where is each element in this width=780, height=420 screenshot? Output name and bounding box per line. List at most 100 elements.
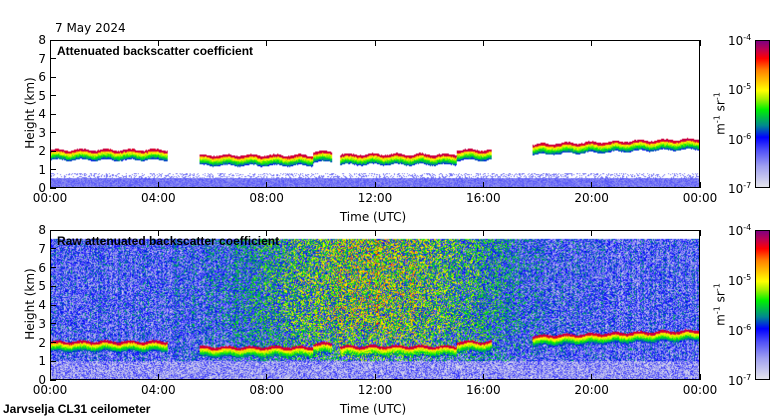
x-tick-mark	[374, 374, 376, 380]
unit-exp1: -1	[712, 306, 722, 315]
y-axis-label: Height (km)	[23, 77, 37, 149]
tick-exponent: -6	[743, 323, 752, 332]
x-tick-mark	[157, 374, 159, 380]
colorbar-tick-label: 10-6	[728, 132, 751, 147]
colorbar-tick-label: 10-4	[728, 223, 751, 238]
x-tick-mark	[266, 182, 268, 188]
x-tick-label: 04:00	[141, 191, 176, 205]
x-tick-mark-top	[374, 230, 376, 236]
y-tick-mark	[50, 267, 56, 268]
x-tick-label: 16:00	[466, 191, 501, 205]
heatmap-canvas	[51, 41, 699, 187]
y-tick-label: 6	[38, 70, 46, 84]
unit-m: m	[713, 314, 728, 326]
x-tick-mark-top	[157, 230, 159, 236]
x-tick-mark-top	[482, 230, 484, 236]
x-tick-mark-top	[49, 40, 51, 46]
x-tick-label: 12:00	[357, 383, 393, 397]
y-tick-label: 0	[38, 181, 46, 195]
x-tick-mark-top	[266, 40, 268, 46]
colorbar-tick-label: 10-4	[728, 33, 751, 48]
y-tick-label: 0	[38, 373, 46, 387]
y-tick-mark	[50, 229, 56, 231]
y-tick-mark	[50, 248, 56, 250]
tick-exponent: -7	[743, 373, 752, 382]
x-tick-mark	[482, 182, 484, 188]
colorbar-tick-label: 10-5	[728, 273, 751, 288]
x-tick-label: 08:00	[249, 191, 284, 205]
x-tick-label: 00:00	[32, 383, 68, 397]
y-tick-mark	[50, 39, 56, 41]
x-axis-label: Time (UTC)	[339, 402, 407, 416]
x-tick-mark	[591, 182, 593, 188]
y-tick-mark	[50, 342, 56, 343]
x-tick-mark-top	[49, 230, 51, 236]
colorbar-tick-label: 10-7	[728, 181, 751, 196]
y-tick-label: 4	[38, 107, 46, 121]
x-tick-mark-top	[699, 40, 701, 46]
x-tick-mark	[49, 374, 51, 380]
tick-base: 10	[728, 374, 744, 388]
y-tick-mark	[50, 58, 56, 59]
y-tick-label: 2	[38, 144, 46, 158]
date-label: 7 May 2024	[55, 21, 126, 35]
tick-base: 10	[728, 224, 744, 238]
tick-base: 10	[728, 324, 744, 338]
y-tick-label: 7	[38, 241, 46, 256]
tick-exponent: -5	[743, 82, 752, 92]
x-tick-label: 00:00	[682, 191, 718, 205]
x-tick-label: 20:00	[574, 383, 609, 397]
unit-exp1: -1	[712, 115, 722, 124]
y-tick-mark	[50, 132, 56, 133]
x-tick-mark-top	[482, 40, 484, 46]
tick-exponent: -4	[743, 223, 752, 232]
y-tick-mark	[50, 169, 56, 170]
tick-exponent: -5	[743, 273, 752, 282]
y-tick-mark	[50, 360, 56, 362]
plot-title: Attenuated backscatter coefficient	[57, 44, 254, 58]
x-axis-label: Time (UTC)	[339, 210, 407, 224]
tick-exponent: -6	[743, 131, 752, 141]
instrument-label: Jarvselja CL31 ceilometer	[3, 402, 151, 416]
x-tick-mark	[591, 374, 593, 380]
colorbar-unit-label: m-1 sr-1	[713, 275, 728, 335]
y-tick-label: 3	[38, 125, 46, 140]
tick-base: 10	[728, 83, 744, 98]
tick-base: 10	[728, 34, 744, 48]
tick-exponent: -7	[743, 181, 752, 190]
x-tick-mark	[266, 374, 268, 380]
x-tick-mark-top	[374, 40, 376, 46]
x-tick-mark	[699, 374, 701, 380]
x-tick-mark	[49, 182, 51, 188]
plot-title: Raw attenuated backscatter coefficient	[57, 234, 280, 248]
tick-base: 10	[728, 132, 744, 147]
x-tick-label: 00:00	[32, 191, 68, 205]
y-tick-label: 8	[38, 33, 46, 47]
y-tick-label: 6	[38, 260, 46, 275]
y-tick-label: 8	[38, 223, 46, 237]
unit-exp2: -1	[712, 92, 722, 101]
y-tick-label: 5	[38, 88, 46, 103]
heatmap-plot-1: Attenuated backscatter coefficient	[50, 40, 700, 188]
tick-base: 10	[728, 274, 744, 288]
x-tick-label: 12:00	[357, 191, 393, 205]
x-tick-mark-top	[157, 40, 159, 46]
x-tick-label: 08:00	[249, 383, 284, 397]
unit-exp2: -1	[712, 283, 722, 292]
x-tick-mark-top	[591, 40, 593, 46]
y-tick-mark	[50, 150, 56, 152]
colorbar-tick-label: 10-5	[728, 82, 751, 97]
x-tick-mark	[374, 182, 376, 188]
unit-sr: sr	[713, 100, 728, 116]
y-tick-label: 5	[38, 279, 46, 294]
colorbar-tick-label: 10-7	[728, 373, 751, 388]
y-tick-mark	[50, 379, 56, 381]
y-tick-label: 2	[38, 335, 46, 350]
colorbar	[755, 40, 770, 188]
heatmap-plot-2: Raw attenuated backscatter coefficient	[50, 230, 700, 380]
x-tick-label: 20:00	[574, 191, 609, 205]
y-tick-mark	[50, 95, 56, 96]
x-tick-label: 04:00	[141, 383, 176, 397]
unit-sr: sr	[713, 291, 728, 307]
colorbar	[755, 230, 770, 380]
